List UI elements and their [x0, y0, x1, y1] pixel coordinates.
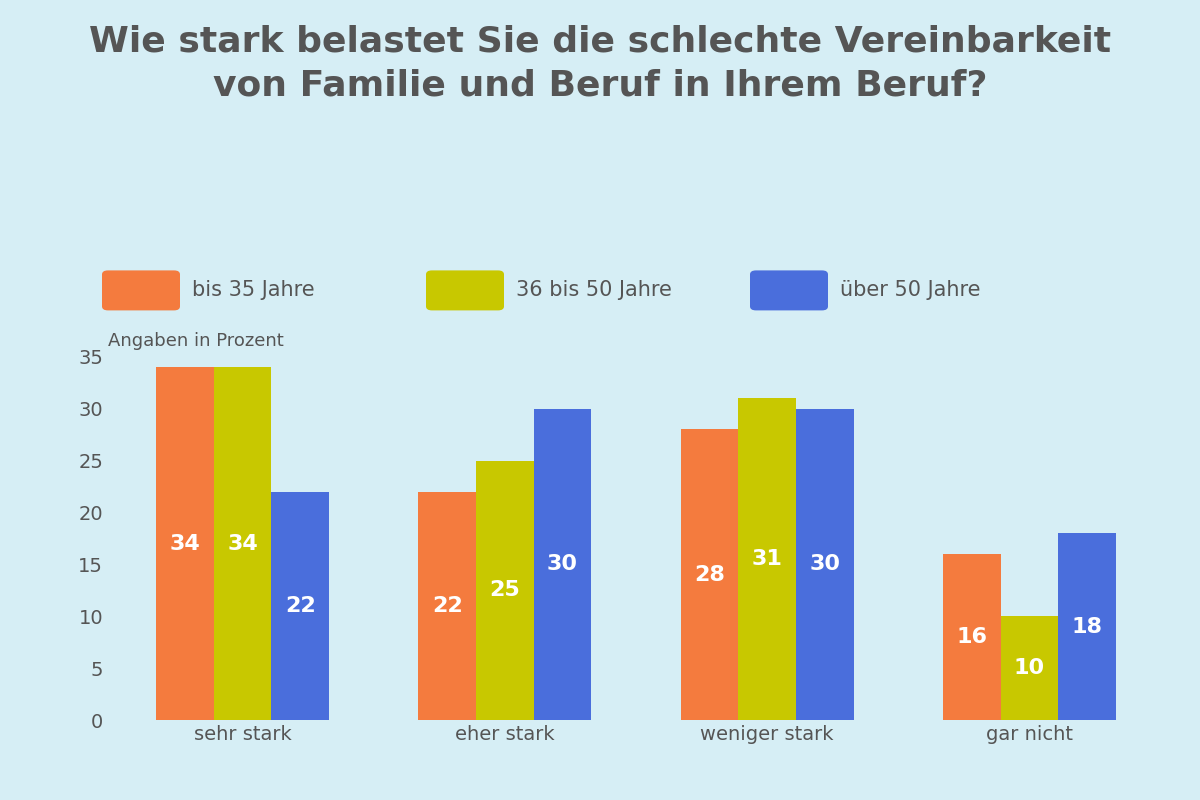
Text: Wie stark belastet Sie die schlechte Vereinbarkeit
von Familie und Beruf in Ihre: Wie stark belastet Sie die schlechte Ver…	[89, 24, 1111, 102]
Text: 10: 10	[1014, 658, 1045, 678]
Text: über 50 Jahre: über 50 Jahre	[840, 280, 980, 300]
Text: bis 35 Jahre: bis 35 Jahre	[192, 280, 314, 300]
Text: 36 bis 50 Jahre: 36 bis 50 Jahre	[516, 280, 672, 300]
Bar	[534, 409, 592, 720]
Bar	[680, 430, 738, 720]
Text: 34: 34	[169, 534, 200, 554]
Bar	[419, 492, 476, 720]
Text: 28: 28	[694, 565, 725, 585]
Bar	[156, 367, 214, 720]
Bar	[271, 492, 329, 720]
Text: 18: 18	[1072, 617, 1103, 637]
Bar	[943, 554, 1001, 720]
Text: 22: 22	[432, 596, 462, 616]
Bar	[796, 409, 853, 720]
Bar	[214, 367, 271, 720]
Text: 31: 31	[751, 549, 782, 569]
Text: 25: 25	[490, 580, 521, 600]
Bar	[1001, 616, 1058, 720]
Bar	[476, 461, 534, 720]
Text: 30: 30	[809, 554, 840, 574]
Bar	[738, 398, 796, 720]
Text: Angaben in Prozent: Angaben in Prozent	[108, 332, 283, 350]
Text: 22: 22	[284, 596, 316, 616]
Text: 30: 30	[547, 554, 578, 574]
Text: 34: 34	[227, 534, 258, 554]
Text: 16: 16	[956, 627, 988, 647]
Bar	[1058, 533, 1116, 720]
